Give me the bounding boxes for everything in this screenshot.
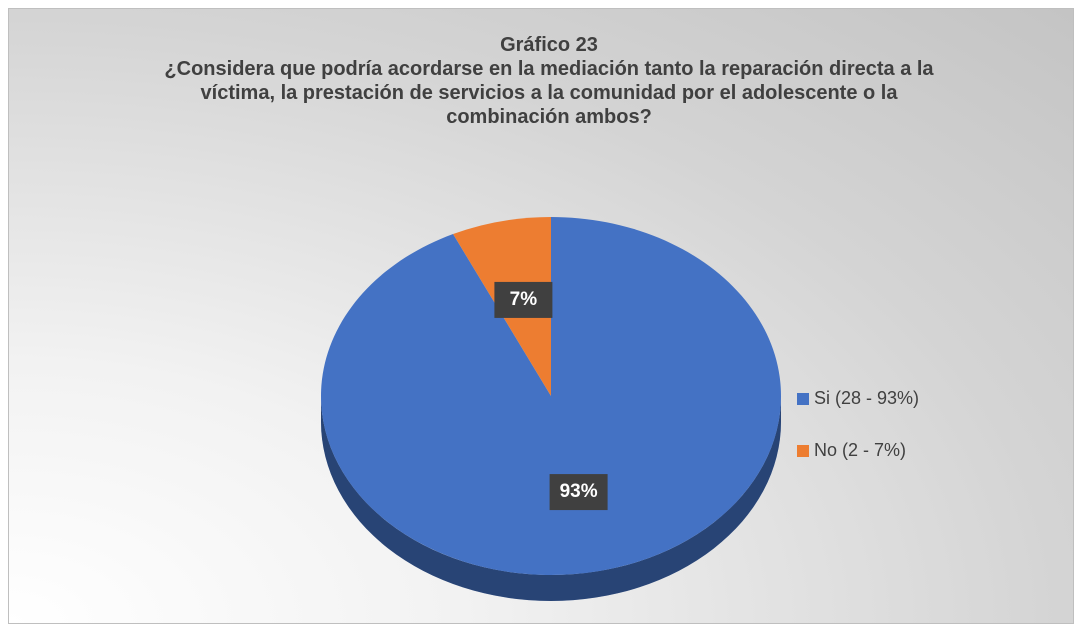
slice xyxy=(320,217,781,576)
legend-label: Si (28 - 93%) xyxy=(814,388,919,408)
legend-label: No (2 - 7%) xyxy=(814,440,906,460)
data-label-box xyxy=(494,281,553,318)
data-label: 7% xyxy=(510,289,538,310)
legend-swatch xyxy=(797,393,809,405)
chart-subtitle: ¿Considera que podría acordarse en la me… xyxy=(164,58,934,128)
legend-swatch xyxy=(797,445,809,457)
chart-title: Gráfico 23 xyxy=(500,34,598,56)
data-label: 93% xyxy=(560,481,598,502)
chart-title-block: Gráfico 23 ¿Considera que podría acordar… xyxy=(159,33,939,129)
data-label-box xyxy=(549,474,608,511)
